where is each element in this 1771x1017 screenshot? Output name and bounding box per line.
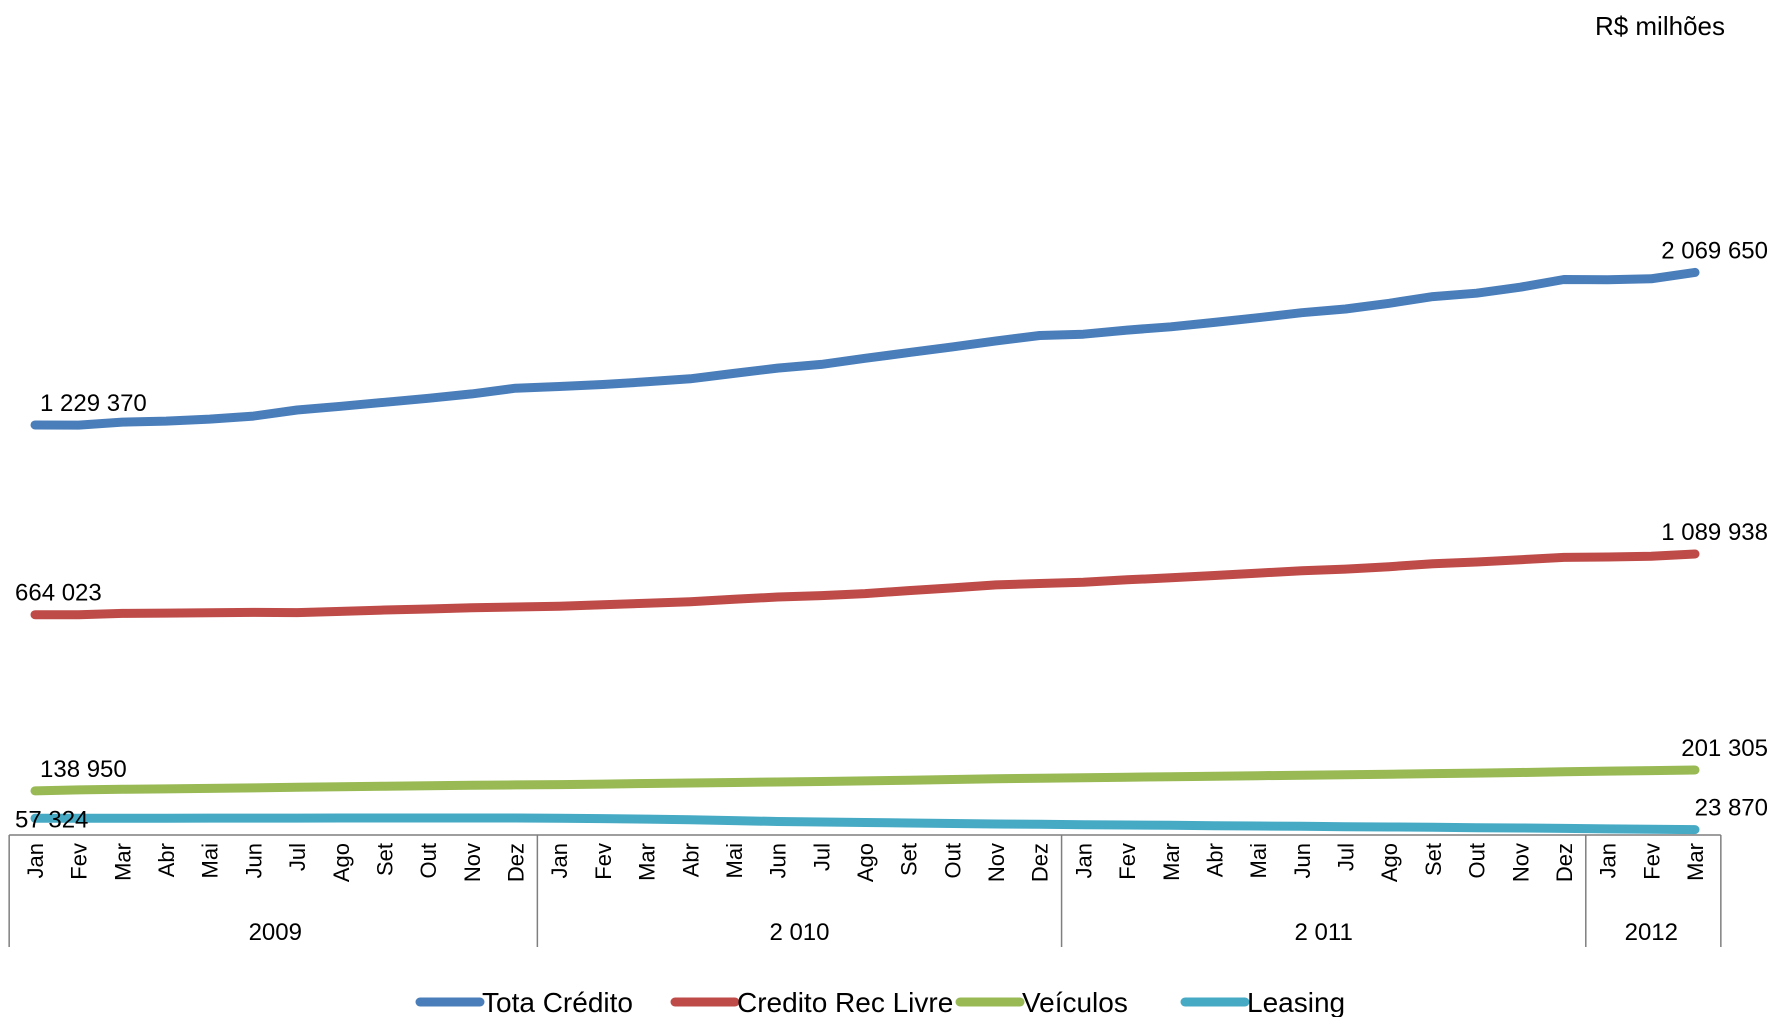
month-tick-label: Jun	[766, 843, 791, 878]
series-line-1	[30, 267, 1700, 430]
data-label-last-1: 2 069 650	[1661, 237, 1768, 264]
month-tick-label: Mar	[635, 843, 660, 881]
unit-label: R$ milhões	[1595, 11, 1725, 41]
month-tick-label: Mar	[1159, 843, 1184, 881]
legend-label-3: Veículos	[1022, 987, 1128, 1017]
legend: Tota Crédito Credito Rec Livre Veículos Lea…	[415, 987, 1345, 1017]
data-label-last-2: 1 089 938	[1661, 519, 1768, 546]
data-label-last-4: 23 870	[1695, 795, 1768, 822]
month-tick-label: Jan	[547, 843, 572, 878]
month-tick-label: Abr	[154, 843, 179, 877]
month-tick-label: Mai	[1246, 843, 1271, 878]
month-tick-label: Jan	[1071, 843, 1096, 878]
month-tick-label: Set	[1421, 843, 1446, 876]
data-label-first-1: 1 229 370	[40, 390, 147, 417]
data-label-last-3: 201 305	[1681, 735, 1768, 762]
month-tick-label: Out	[416, 843, 441, 878]
legend-label-1: Tota Crédito	[482, 987, 633, 1017]
month-tick-label: Ago	[1377, 843, 1402, 882]
month-tick-label: Ago	[329, 843, 354, 882]
series-line-4	[30, 813, 1700, 835]
legend-item-3: Veículos	[955, 987, 1128, 1017]
month-tick-label: Dez	[504, 843, 529, 882]
month-tick-label: Jan	[23, 843, 48, 878]
data-labels-layer: 1 229 370 2 069 650 664 023 1 089 938 138 95…	[15, 237, 1768, 833]
data-label-first-2: 664 023	[15, 580, 102, 607]
month-tick-label: Mar	[1683, 843, 1708, 881]
series-layer	[30, 267, 1700, 835]
legend-item-4: Leasing	[1180, 987, 1345, 1017]
legend-label-4: Leasing	[1247, 987, 1345, 1017]
month-tick-label: Mar	[110, 843, 135, 881]
month-tick-label: Fev	[67, 843, 92, 880]
data-label-first-4: 57 324	[15, 806, 88, 833]
year-label-3: 2 011	[1295, 919, 1353, 946]
month-tick-label: Dez	[1028, 843, 1053, 882]
month-tick-label: Ago	[853, 843, 878, 882]
month-tick-label: Set	[897, 843, 922, 876]
month-tick-label: Fev	[591, 843, 616, 880]
month-tick-label: Jul	[285, 843, 310, 871]
month-tick-label: Jun	[241, 843, 266, 878]
month-tick-label: Mai	[198, 843, 223, 878]
year-label-1: 2009	[249, 919, 302, 946]
data-label-first-3: 138 950	[40, 756, 127, 783]
legend-item-1: Tota Crédito	[415, 987, 633, 1017]
month-tick-label: Nov	[1508, 843, 1533, 882]
month-tick-label: Jun	[1290, 843, 1315, 878]
month-tick-label: Fev	[1639, 843, 1664, 880]
month-tick-label: Abr	[678, 843, 703, 877]
month-tick-label: Out	[1465, 843, 1490, 878]
month-tick-label: Dez	[1552, 843, 1577, 882]
month-tick-label: Fev	[1115, 843, 1140, 880]
month-tick-label: Mai	[722, 843, 747, 878]
x-axis: 2009 2 010 2 011 2012 Jan Fev Mar Abr Mai Jun Jul A…	[8, 834, 1722, 947]
month-tick-label: Nov	[984, 843, 1009, 882]
series-line-3	[30, 765, 1700, 796]
month-tick-label: Out	[940, 843, 965, 878]
month-tick-label: Abr	[1202, 843, 1227, 877]
month-tick-label: Jan	[1596, 843, 1621, 878]
month-tick-label: Jul	[1334, 843, 1359, 871]
legend-label-2: Credito Rec Livre	[737, 987, 953, 1017]
legend-item-2: Credito Rec Livre	[670, 987, 953, 1017]
month-tick-label: Set	[372, 843, 397, 876]
year-label-2: 2 010	[769, 919, 829, 946]
series-line-2	[30, 549, 1700, 620]
month-tick-label: Jul	[809, 843, 834, 871]
month-tick-label: Nov	[460, 843, 485, 882]
year-label-4: 2012	[1625, 919, 1678, 946]
